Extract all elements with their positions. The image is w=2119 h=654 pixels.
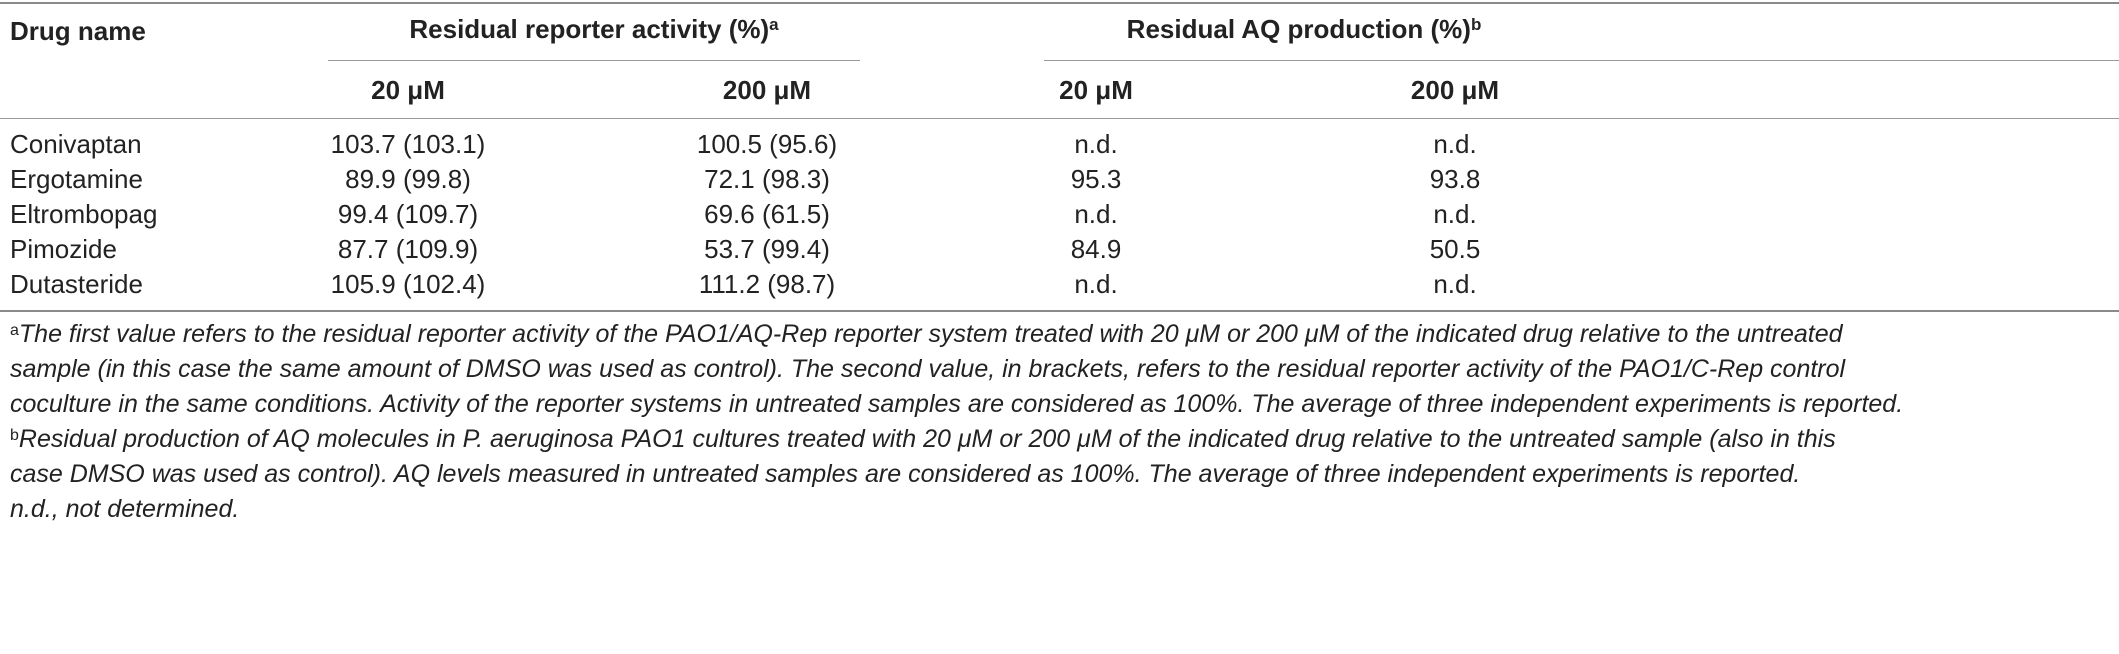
footnote-nd: n.d., not determined. bbox=[10, 492, 2106, 527]
cell-aq-200: n.d. bbox=[1433, 269, 1477, 299]
table-bottom-rule bbox=[0, 310, 2119, 312]
footnote-b-line: case DMSO was used as control). AQ level… bbox=[10, 460, 1801, 488]
footnote-nd-line: n.d., not determined. bbox=[10, 495, 240, 523]
cell-reporter-200: 53.7 (99.4) bbox=[704, 234, 830, 264]
cell-aq-200: 93.8 bbox=[1429, 164, 1481, 194]
cell-aq-200: n.d. bbox=[1433, 129, 1477, 159]
subcolumn-header: 200 μM bbox=[1410, 75, 1500, 105]
footnote-a-line: aThe first value refers to the residual … bbox=[10, 320, 1843, 348]
cell-reporter-200: 72.1 (98.3) bbox=[704, 164, 830, 194]
footnote-mark-a: a bbox=[769, 15, 779, 34]
subcolumn-header: 20 μM bbox=[1059, 75, 1133, 105]
column-header-drug-name: Drug name bbox=[10, 16, 146, 46]
footnote-a-mark: a bbox=[10, 322, 19, 339]
header-bottom-rule bbox=[0, 118, 2119, 119]
cell-reporter-200: 100.5 (95.6) bbox=[696, 129, 838, 159]
cell-reporter-20: 105.9 (102.4) bbox=[330, 269, 486, 299]
cell-drug-name: Dutasteride bbox=[10, 269, 143, 299]
subcolumn-header: 20 μM bbox=[371, 75, 445, 105]
group-header-reporter-label: Residual reporter activity (%) bbox=[409, 14, 770, 44]
cell-aq-20: 95.3 bbox=[1070, 164, 1122, 194]
group-header-aq: Residual AQ production (%)b bbox=[1127, 14, 1482, 44]
reporter-group-rule bbox=[328, 60, 860, 61]
cell-drug-name: Eltrombopag bbox=[10, 199, 158, 229]
cell-reporter-20: 103.7 (103.1) bbox=[330, 129, 486, 159]
table-top-rule bbox=[0, 2, 2119, 4]
cell-aq-20: 84.9 bbox=[1070, 234, 1122, 264]
cell-aq-20: n.d. bbox=[1074, 269, 1118, 299]
cell-reporter-20: 87.7 (109.9) bbox=[337, 234, 479, 264]
cell-aq-20: n.d. bbox=[1074, 129, 1118, 159]
cell-drug-name: Pimozide bbox=[10, 234, 117, 264]
cell-aq-200: n.d. bbox=[1433, 199, 1477, 229]
cell-aq-200: 50.5 bbox=[1429, 234, 1481, 264]
cell-reporter-200: 111.2 (98.7) bbox=[698, 269, 836, 299]
group-header-reporter: Residual reporter activity (%)a bbox=[409, 14, 778, 44]
footnote-mark-b: b bbox=[1470, 15, 1482, 34]
footnote-a: aThe first value refers to the residual … bbox=[10, 317, 2106, 422]
cell-reporter-20: 89.9 (99.8) bbox=[345, 164, 471, 194]
aq-group-rule bbox=[1044, 60, 2119, 61]
footnote-b-line: bResidual production of AQ molecules in … bbox=[10, 425, 1836, 453]
subcolumn-header: 200 μM bbox=[722, 75, 812, 105]
cell-drug-name: Ergotamine bbox=[10, 164, 143, 194]
cell-aq-20: n.d. bbox=[1074, 199, 1118, 229]
cell-reporter-20: 99.4 (109.7) bbox=[337, 199, 479, 229]
cell-reporter-200: 69.6 (61.5) bbox=[704, 199, 830, 229]
cell-drug-name: Conivaptan bbox=[10, 129, 142, 159]
footnote-a-line: sample (in this case the same amount of … bbox=[10, 355, 1846, 383]
footnote-b: bResidual production of AQ molecules in … bbox=[10, 422, 2106, 492]
footnote-b-mark: b bbox=[10, 427, 19, 444]
group-header-aq-label: Residual AQ production (%) bbox=[1126, 14, 1471, 44]
footnote-a-line: coculture in the same conditions. Activi… bbox=[10, 390, 1904, 418]
